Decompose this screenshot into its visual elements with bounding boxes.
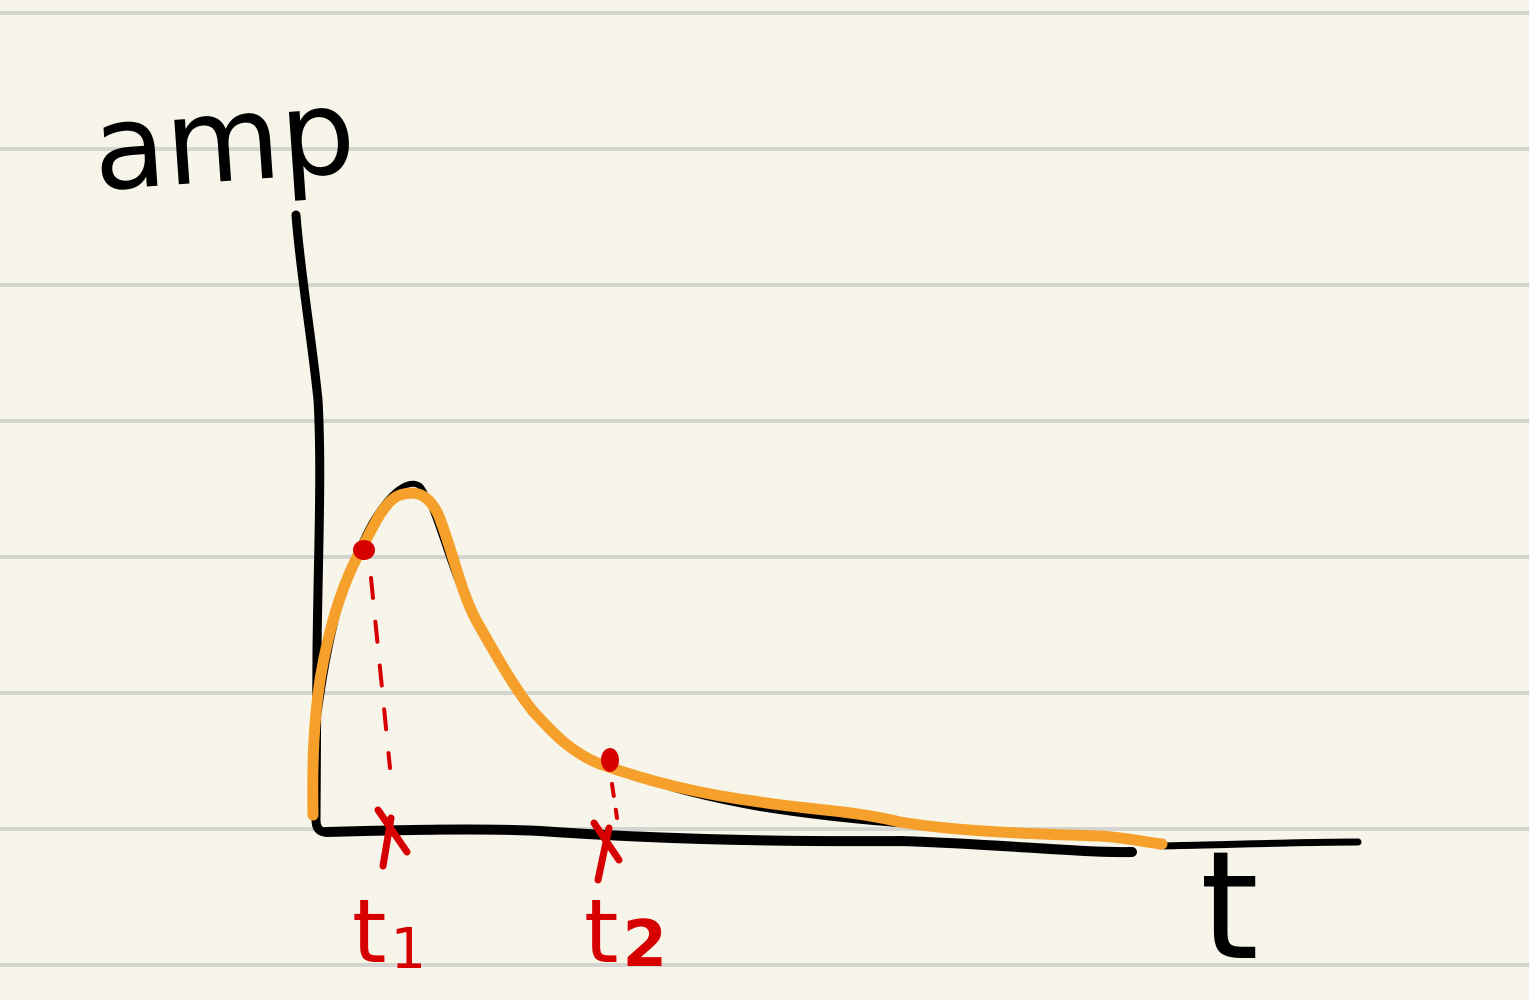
- point-t2: [601, 748, 619, 772]
- y-axis-label: amp: [88, 62, 359, 218]
- tick-mark-t2: [590, 819, 623, 884]
- y-axis: [291, 210, 331, 837]
- x-axis: [321, 824, 1137, 858]
- marker-label-t1: t1: [352, 880, 426, 983]
- marker-t1: t1: [352, 540, 426, 983]
- x-axis-extension: [1156, 838, 1362, 850]
- axes: [291, 210, 1362, 858]
- dropline-t2: [610, 782, 619, 820]
- x-axis-label: t: [1200, 820, 1259, 994]
- sketch-curve: [315, 480, 1043, 835]
- marker-t2: t2: [584, 748, 667, 983]
- response-curve: [307, 487, 1168, 850]
- marker-label-t1-base: t: [352, 880, 387, 983]
- point-t1: [353, 540, 375, 560]
- ruled-lines: [0, 11, 1529, 967]
- marker-label-t1-sub: 1: [391, 917, 427, 982]
- marker-label-t2-sub: 2: [623, 908, 668, 982]
- dropline-t1: [369, 576, 392, 770]
- tick-mark-t1: [374, 806, 411, 870]
- marker-label-t2: t2: [584, 880, 667, 983]
- marker-label-t2-base: t: [584, 880, 619, 983]
